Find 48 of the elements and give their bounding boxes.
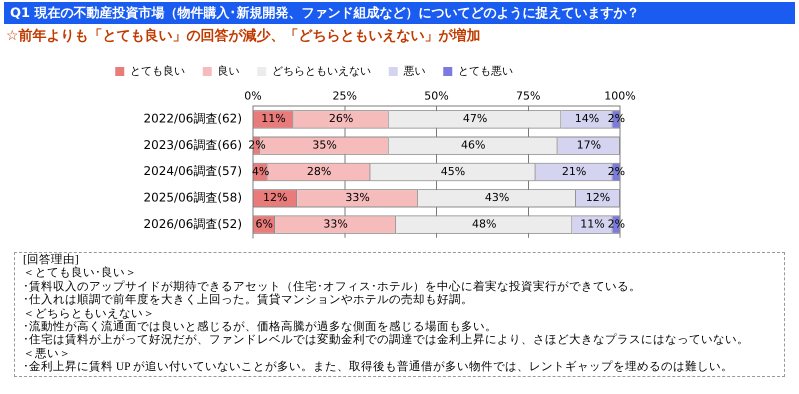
data-label: 2%	[248, 138, 266, 152]
data-label: 17%	[576, 138, 602, 152]
data-label: 28%	[306, 164, 332, 178]
data-label: 43%	[484, 191, 510, 204]
legend-label: 悪い	[402, 64, 426, 78]
data-label: 26%	[328, 112, 354, 126]
data-label: 47%	[462, 112, 488, 126]
text: ･賃料収入のアップサイドが期待できるアセット（住宅･オフィス･ホテル）を中心に着実な投資実行ができている。	[23, 280, 642, 293]
y-tick-label: 2023/06調査(66)	[144, 138, 242, 152]
data-label: 2%	[608, 218, 626, 230]
data-label: 12%	[263, 191, 288, 204]
legend-label: 良い	[217, 64, 240, 78]
chart-title: Q1 現在の不動産投資市場（物件購入･新規開発、ファンド組成など）についてどのように捉えていますか？	[4, 2, 795, 24]
text: ･仕入れは順調で前年度を大きく上回った。賃貸マンションやホテルの売却も好調。	[23, 294, 474, 308]
data-label: 14%	[574, 112, 600, 126]
data-label: 6%	[256, 218, 273, 230]
y-tick-label: 2026/06調査(52)	[144, 216, 242, 231]
data-label: 33%	[345, 191, 370, 204]
legend-label: とても良い	[130, 64, 185, 78]
x-tick-label: 100%	[604, 89, 636, 102]
data-label: 11%	[261, 112, 286, 126]
x-tick-label: 50%	[424, 89, 449, 102]
data-label: 2%	[608, 112, 626, 126]
data-label: 35%	[312, 138, 337, 152]
legend-label: どちらともいえない	[272, 64, 371, 78]
data-label: 11%	[580, 218, 605, 230]
data-label: 2%	[608, 164, 626, 178]
x-tick-label: 75%	[516, 89, 540, 102]
y-tick-label: 2025/06調査(58)	[144, 190, 242, 204]
data-label: 45%	[440, 164, 466, 178]
data-label: 46%	[460, 138, 486, 152]
data-label: 33%	[323, 218, 348, 230]
y-tick-label: 2022/06調査(62)	[144, 111, 242, 126]
x-tick-label: 25%	[332, 89, 357, 102]
text: ･流動性が高く流通面では良いと感じるが、価格高騰が過多な側面を感じる場面も多い。	[23, 321, 498, 334]
text: ･住宅は賃料が上がって好況だが、ファンドレベルでは変動金利での調達では金利上昇により、さほど大きなプラスにはなっていない。	[23, 334, 750, 348]
text: [回答理由]	[23, 254, 80, 266]
data-label: 12%	[586, 191, 610, 204]
legend-label: とても悪い	[458, 64, 513, 78]
text: ＜とても良い･良い＞	[23, 267, 138, 280]
data-label: 21%	[562, 164, 586, 178]
x-tick-label: 0%	[244, 89, 262, 102]
text: ＜どちらともいえない＞	[23, 308, 156, 320]
data-label: 48%	[472, 218, 496, 230]
chart-subtitle: ☆前年よりも「とても良い」の回答が減少、「どちらともいえない」が増加	[5, 26, 482, 46]
text: ＜悪い＞	[23, 348, 72, 360]
text: ･金利上昇に賃料 UP が追い付いていないことが多い。また、取得後も普通借が多い物件では、レントギャップを埋めるのは難しい。	[23, 361, 734, 375]
y-tick-label: 2024/06調査(57)	[144, 164, 242, 178]
